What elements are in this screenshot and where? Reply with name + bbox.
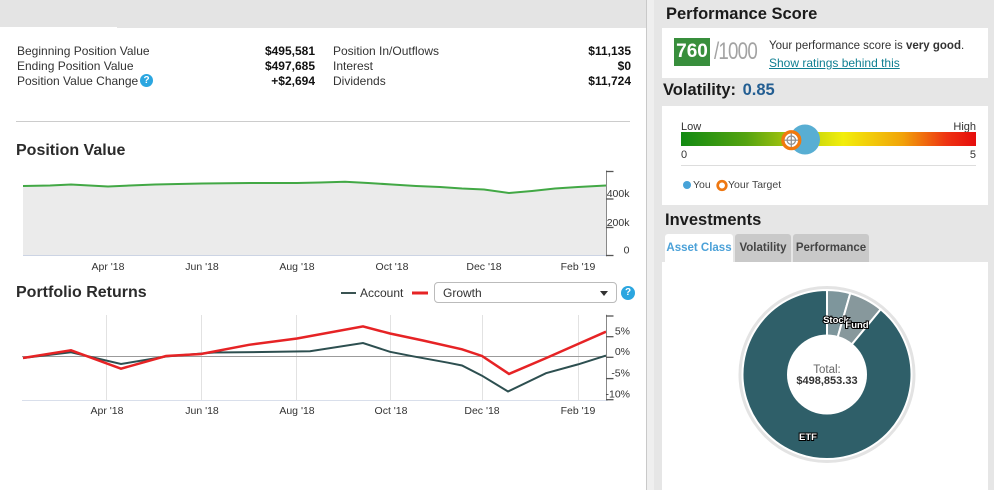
svg-text:$498,853.33: $498,853.33: [796, 375, 857, 387]
svg-text:Dec '18: Dec '18: [466, 261, 501, 273]
svg-text:Oct '18: Oct '18: [376, 261, 409, 273]
svg-text:Oct '18: Oct '18: [375, 405, 408, 417]
svg-text:0: 0: [624, 245, 630, 257]
svg-text:5%: 5%: [615, 326, 630, 338]
svg-text:Stock: Stock: [823, 315, 850, 326]
svg-text:400k: 400k: [607, 188, 631, 200]
svg-text:Aug '18: Aug '18: [279, 405, 314, 417]
svg-text:-5%: -5%: [611, 368, 630, 380]
svg-text:ETF: ETF: [799, 432, 817, 443]
svg-text:Fund: Fund: [845, 320, 868, 331]
svg-text:Feb '19: Feb '19: [561, 261, 596, 273]
svg-text:Apr '18: Apr '18: [92, 261, 125, 273]
svg-text:Apr '18: Apr '18: [91, 405, 124, 417]
svg-text:200k: 200k: [607, 217, 631, 229]
svg-text:-10%: -10%: [605, 389, 630, 401]
svg-text:Jun '18: Jun '18: [185, 405, 219, 417]
svg-text:Feb '19: Feb '19: [561, 405, 596, 417]
svg-text:Aug '18: Aug '18: [279, 261, 314, 273]
svg-text:Total:: Total:: [813, 364, 841, 376]
svg-text:Dec '18: Dec '18: [464, 405, 499, 417]
svg-text:0%: 0%: [615, 346, 630, 358]
svg-text:Jun '18: Jun '18: [185, 261, 219, 273]
